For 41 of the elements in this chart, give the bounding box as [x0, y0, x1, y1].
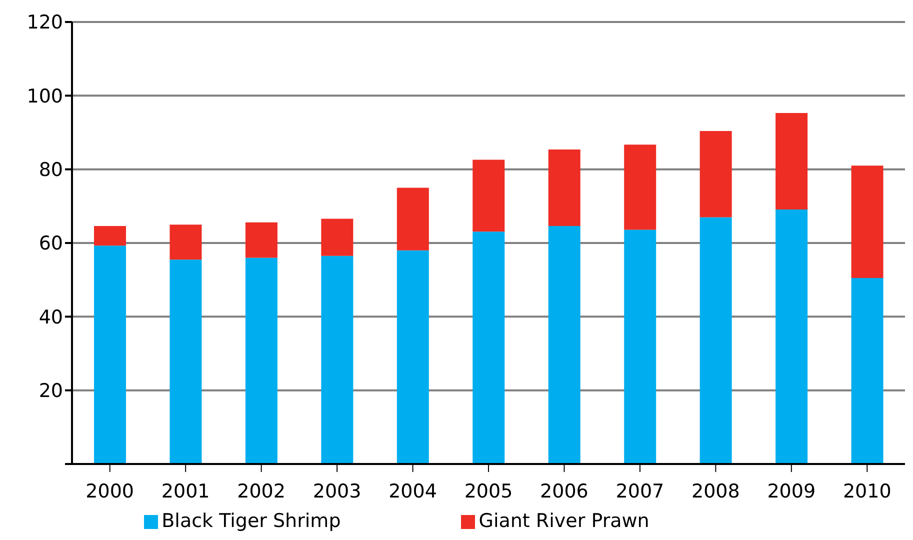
- x-tick-label: 2005: [464, 480, 513, 502]
- bar: [94, 246, 126, 464]
- bar: [321, 218, 354, 256]
- x-tick-label: 2001: [161, 480, 210, 502]
- x-tick-label: 2000: [86, 480, 134, 502]
- x-tick-label: 2002: [237, 480, 286, 502]
- x-tick-label: 2010: [842, 480, 892, 502]
- y-tick-label: 60: [38, 232, 63, 255]
- x-tick-label: 2009: [767, 480, 816, 502]
- x-tick-label: 2004: [388, 480, 437, 502]
- bar: [624, 144, 656, 230]
- bar: [321, 256, 354, 464]
- bar: [851, 166, 884, 278]
- x-tick-label: 2007: [616, 480, 664, 502]
- x-tick-label: 2006: [540, 480, 588, 502]
- y-tick-label: 100: [26, 85, 63, 108]
- bar: [700, 217, 732, 464]
- y-tick-label: 20: [38, 380, 63, 402]
- bar: [472, 160, 505, 232]
- bar: [94, 226, 126, 246]
- x-tick-label: 2008: [692, 480, 740, 502]
- bar: [170, 224, 202, 260]
- bar: [624, 230, 656, 464]
- y-tick-label: 40: [38, 306, 63, 328]
- bar: [776, 209, 808, 464]
- bar: [776, 112, 808, 210]
- bar: [548, 149, 580, 226]
- y-tick-label: 120: [26, 12, 63, 34]
- bar: [245, 258, 278, 464]
- legend-label: Black Tiger Shrimp: [162, 510, 341, 532]
- bar: [851, 278, 884, 464]
- x-tick-label: 2003: [312, 480, 362, 502]
- bar: [245, 222, 278, 258]
- bar: [548, 226, 580, 464]
- bar: [396, 188, 429, 250]
- y-tick-label: 80: [38, 159, 63, 182]
- bar: [700, 131, 732, 218]
- bar: [396, 250, 429, 464]
- legend-label: Giant River Prawn: [478, 510, 650, 532]
- bar: [472, 232, 505, 464]
- bar: [170, 260, 202, 464]
